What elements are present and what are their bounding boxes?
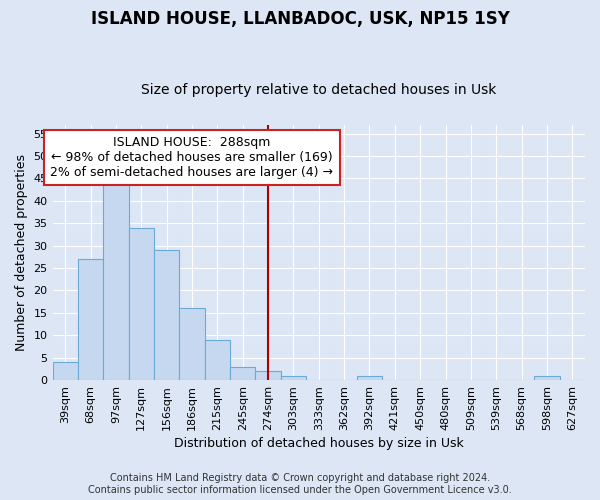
Bar — [53, 362, 78, 380]
Y-axis label: Number of detached properties: Number of detached properties — [15, 154, 28, 351]
Bar — [128, 228, 154, 380]
Title: Size of property relative to detached houses in Usk: Size of property relative to detached ho… — [141, 83, 496, 97]
Bar — [357, 376, 382, 380]
Bar — [281, 376, 306, 380]
Bar — [205, 340, 230, 380]
Bar — [179, 308, 205, 380]
Bar — [154, 250, 179, 380]
Text: ISLAND HOUSE:  288sqm
← 98% of detached houses are smaller (169)
2% of semi-deta: ISLAND HOUSE: 288sqm ← 98% of detached h… — [50, 136, 334, 179]
Text: ISLAND HOUSE, LLANBADOC, USK, NP15 1SY: ISLAND HOUSE, LLANBADOC, USK, NP15 1SY — [91, 10, 509, 28]
Bar — [103, 174, 128, 380]
Bar — [230, 366, 256, 380]
Bar — [78, 259, 103, 380]
Bar — [534, 376, 560, 380]
Text: Contains HM Land Registry data © Crown copyright and database right 2024.
Contai: Contains HM Land Registry data © Crown c… — [88, 474, 512, 495]
X-axis label: Distribution of detached houses by size in Usk: Distribution of detached houses by size … — [174, 437, 464, 450]
Bar — [256, 371, 281, 380]
